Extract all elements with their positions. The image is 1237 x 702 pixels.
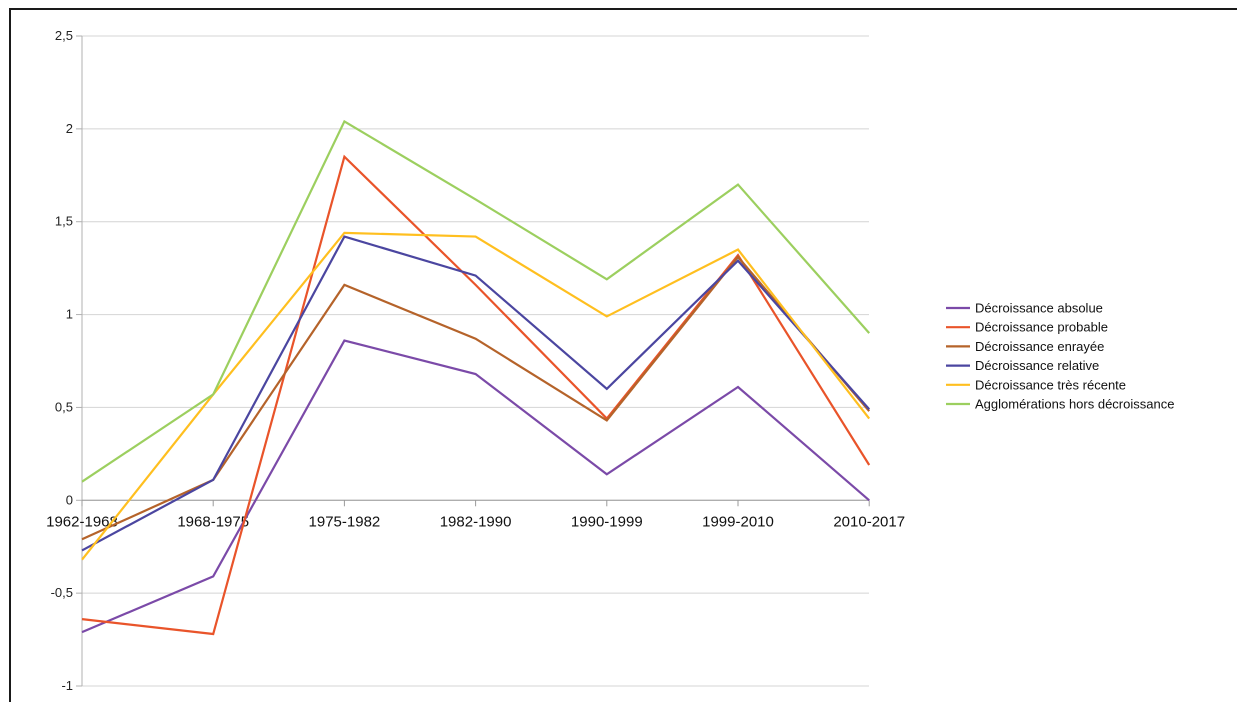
zero-axis — [81, 499, 870, 507]
legend-label: Décroissance absolue — [975, 301, 1103, 316]
x-category-label: 1975-1982 — [309, 513, 381, 530]
y-tick-label: 2,5 — [55, 28, 73, 43]
y-tick-label: 1,5 — [55, 214, 73, 229]
x-category-label: 2010-2017 — [833, 513, 905, 530]
x-category-label: 1990-1999 — [571, 513, 643, 530]
gridlines — [76, 35, 869, 687]
series-line — [81, 119, 871, 483]
x-category-label: 1982-1990 — [440, 513, 512, 530]
y-axis-ticks: -1 -0,5 0 0,5 1 1,5 2 2,5 — [51, 28, 73, 693]
legend-label: Décroissance relative — [975, 358, 1099, 373]
y-tick-label: -1 — [61, 678, 73, 693]
legend-label: Agglomérations hors décroissance — [975, 397, 1174, 412]
series-line — [81, 154, 871, 636]
x-axis-categories: 1962-1968 1968-1975 1975-1982 1982-1990 1990… — [46, 513, 905, 530]
x-category-label: 1999-2010 — [702, 513, 774, 530]
y-tick-label: -0,5 — [51, 585, 73, 600]
chart-frame — [9, 8, 1237, 702]
y-tick-label: 2 — [66, 121, 73, 136]
x-category-label: 1962-1968 — [46, 513, 118, 530]
legend-label: Décroissance probable — [975, 320, 1108, 335]
y-tick-label: 1 — [66, 307, 73, 322]
y-tick-label: 0,5 — [55, 399, 73, 414]
series-lines — [81, 119, 871, 636]
legend-label: Décroissance enrayée — [975, 339, 1104, 354]
y-tick-label: 0 — [66, 492, 73, 507]
legend: Décroissance absolue Décroissance probabl… — [946, 301, 1174, 412]
series-line — [81, 231, 871, 561]
x-category-label: 1968-1975 — [177, 513, 249, 530]
legend-label: Décroissance très récente — [975, 377, 1126, 392]
